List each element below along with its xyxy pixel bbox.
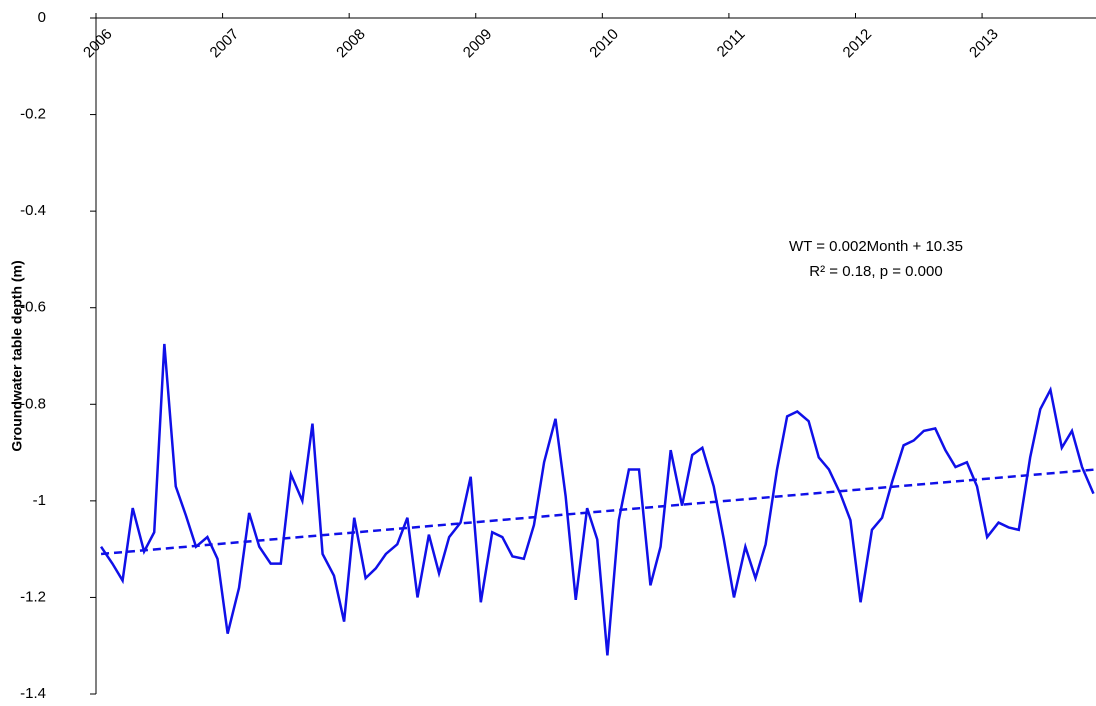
y-tick-label: -0.4 — [20, 202, 46, 219]
y-tick-label: -1.4 — [20, 685, 46, 702]
y-tick-label: -0.8 — [20, 395, 46, 412]
line — [100, 343, 1095, 656]
y-tick-label: -1 — [33, 492, 46, 509]
y-tick-label: -0.2 — [20, 106, 46, 123]
x-tick-label: 2006 — [80, 26, 116, 62]
y-tick-label: -1.2 — [20, 588, 46, 605]
x-tick-label: 2008 — [333, 26, 369, 62]
annotation: WT = 0.002Month + 10.35 — [789, 238, 963, 255]
y-tick-label: -0.6 — [20, 299, 46, 316]
x-tick-label: 2011 — [714, 26, 749, 61]
annotation: R² = 0.18, p = 0.000 — [809, 263, 942, 280]
y-tick-label: 0 — [38, 9, 46, 26]
trend-line — [100, 468, 1096, 556]
x-tick-label: 2007 — [207, 26, 243, 62]
y-axis-label: Groundwater table depth (m) — [9, 260, 25, 451]
x-tick-label: 2012 — [840, 26, 876, 62]
x-tick-label: 2009 — [460, 26, 496, 62]
x-tick-label: 2010 — [586, 26, 622, 62]
x-tick-label: 2013 — [966, 26, 1002, 62]
